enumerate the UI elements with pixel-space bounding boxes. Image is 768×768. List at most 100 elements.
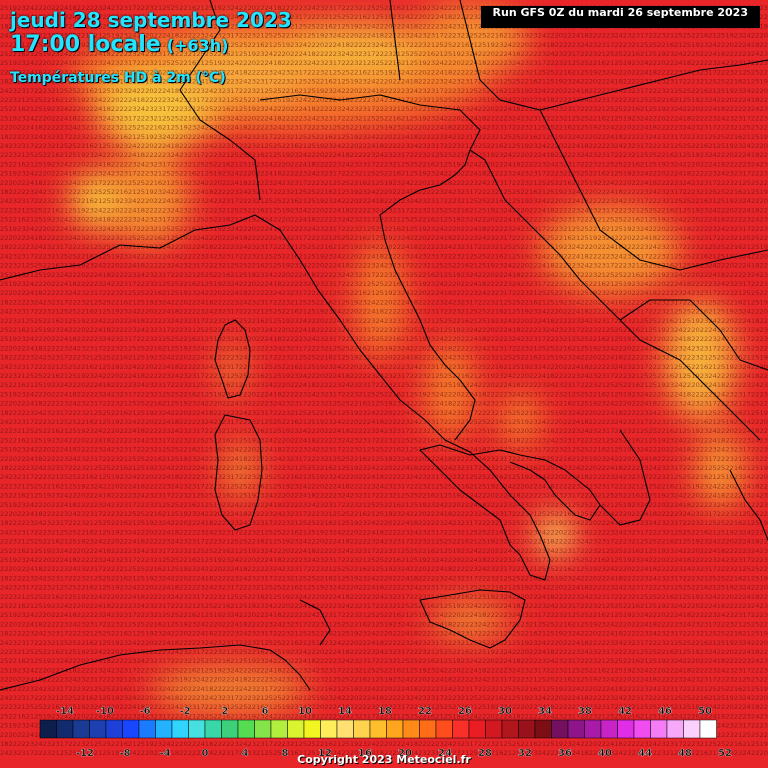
grid-value-row: 2522162125192324222022241822222324232317… — [0, 326, 768, 334]
grid-value-row: 2519232422202224182222232423231722232125… — [0, 666, 768, 674]
grid-value-row: 1822222324232317222321252522162125192324… — [0, 22, 768, 30]
grid-value-row: 2519232422202224182222232423231722232125… — [0, 59, 768, 67]
legend-swatch — [254, 719, 272, 739]
grid-value-row: 2220222418222223242323172223212525221621… — [0, 124, 768, 132]
legend-swatch — [270, 719, 288, 739]
legend-swatch — [72, 719, 90, 739]
grid-value-row: 1822222324232317222321252522162125192324… — [0, 574, 768, 582]
grid-value-row: 2423231722232125252216212519232422202224… — [0, 142, 768, 150]
legend-tick-label: 16 — [358, 748, 372, 759]
run-info-badge: Run GFS 0Z du mardi 26 septembre 2023 — [480, 6, 760, 28]
legend-tick-label: -8 — [119, 748, 130, 759]
legend-tick-label: -14 — [56, 706, 74, 717]
legend-swatch — [419, 719, 437, 739]
grid-value-row: 2223212525221621251923242220222418222223… — [0, 41, 768, 49]
legend-swatch — [683, 719, 701, 739]
grid-value-row: 2220222418222223242323172223212525221621… — [0, 344, 768, 352]
apennines-zone-2 — [425, 340, 475, 440]
grid-value-row: 1822222324232317222321252522162125192324… — [0, 519, 768, 527]
legend-swatch — [501, 719, 519, 739]
grid-value-row: 2220222418222223242323172223212525221621… — [0, 565, 768, 573]
legend-tick-label: 44 — [638, 748, 652, 759]
legend-swatch — [287, 719, 305, 739]
grid-value-row: 2519232422202224182222232423231722232125… — [0, 611, 768, 619]
grid-value-row: 2519232422202224182222232423231722232125… — [0, 225, 768, 233]
forecast-time: 17:00 locale (+63h) — [10, 32, 228, 57]
grid-value-row: 1822222324232317222321252522162125192324… — [0, 188, 768, 196]
grid-value-row: 1822222324232317222321252522162125192324… — [0, 133, 768, 141]
legend-tick-label: 40 — [598, 748, 612, 759]
apennines-zone-1 — [355, 240, 405, 360]
grid-value-row: 2223212525221621251923242220222418222223… — [0, 703, 768, 711]
legend-tick-label: -6 — [139, 706, 150, 717]
grid-value-row: 2423231722232125252216212519232422202224… — [0, 363, 768, 371]
grid-value-row: 2220222418222223242323172223212525221621… — [0, 676, 768, 684]
grid-value-row: 2522162125192324222022241822222324232317… — [0, 271, 768, 279]
grid-value-row: 2423231722232125252216212519232422202224… — [0, 32, 768, 40]
grid-value-row: 2519232422202224182222232423231722232125… — [0, 114, 768, 122]
legend-tick-label: 18 — [378, 706, 392, 717]
grid-value-row: 2223212525221621251923242220222418222223… — [0, 648, 768, 656]
value-grid: 2519232422202224182222232423231722232125… — [0, 4, 768, 757]
grid-value-row: 1822222324232317222321252522162125192324… — [0, 409, 768, 417]
coastline-mainland — [0, 149, 601, 581]
grid-value-row: 2220222418222223242323172223212525221621… — [0, 234, 768, 242]
legend-tick-label: 22 — [418, 706, 432, 717]
grid-value-row: 2223212525221621251923242220222418222223… — [0, 262, 768, 270]
sardinia-zone — [222, 440, 258, 500]
grid-value-row: 2423231722232125252216212519232422202224… — [0, 197, 768, 205]
legend-swatch — [105, 719, 123, 739]
grid-value-row: 2522162125192324222022241822222324232317… — [0, 160, 768, 168]
legend-swatch — [204, 719, 222, 739]
grid-value-row: 2220222418222223242323172223212525221621… — [0, 179, 768, 187]
legend-swatch — [402, 719, 420, 739]
legend-swatch — [336, 719, 354, 739]
grid-value-row: 1822222324232317222321252522162125192324… — [0, 685, 768, 693]
grid-value-row: 2519232422202224182222232423231722232125… — [0, 335, 768, 343]
legend-tick-label: 32 — [518, 748, 532, 759]
grid-value-row: 2223212525221621251923242220222418222223… — [0, 206, 768, 214]
calabria-zone — [537, 513, 573, 557]
legend-tick-label: -4 — [159, 748, 170, 759]
legend-swatch — [534, 719, 552, 739]
coastline-greece — [729, 469, 768, 541]
grid-value-row: 2423231722232125252216212519232422202224… — [0, 87, 768, 95]
balkans-zone-3 — [695, 430, 745, 510]
grid-value-row: 2522162125192324222022241822222324232317… — [0, 381, 768, 389]
legend-swatch — [584, 719, 602, 739]
legend-swatch — [138, 719, 156, 739]
legend-tick-label: 48 — [678, 748, 692, 759]
alps-hot-zone-2 — [170, 40, 310, 100]
grid-value-row: 2519232422202224182222232423231722232125… — [0, 170, 768, 178]
grid-value-row: 2519232422202224182222232423231722232125… — [0, 280, 768, 288]
grid-value-row: 1822222324232317222321252522162125192324… — [0, 78, 768, 86]
alps-hot-zone-1 — [95, 70, 215, 150]
legend-tick-label: -10 — [96, 706, 114, 717]
grid-value-row: 2223212525221621251923242220222418222223… — [0, 151, 768, 159]
legend-swatch — [303, 719, 321, 739]
legend-swatch — [353, 719, 371, 739]
grid-value-row: 2220222418222223242323172223212525221621… — [0, 455, 768, 463]
coastline-sardinia — [214, 414, 263, 531]
grid-value-row: 2223212525221621251923242220222418222223… — [0, 593, 768, 601]
grid-value-row: 1822222324232317222321252522162125192324… — [0, 630, 768, 638]
grid-value-row: 2522162125192324222022241822222324232317… — [0, 436, 768, 444]
grid-value-row: 2519232422202224182222232423231722232125… — [0, 501, 768, 509]
legend-tick-label: 14 — [338, 706, 352, 717]
grid-value-row: 2223212525221621251923242220222418222223… — [0, 96, 768, 104]
legend-swatch — [699, 719, 717, 739]
grid-value-row: 1822222324232317222321252522162125192324… — [0, 243, 768, 251]
legend-swatch — [551, 719, 569, 739]
legend-swatch — [485, 719, 503, 739]
legend-swatch — [221, 719, 239, 739]
map-parameter: Températures HD à 2m (°C) — [10, 70, 226, 86]
legend-tick-label: 2 — [222, 706, 229, 717]
legend-tick-label: -12 — [76, 748, 94, 759]
grid-value-row: 2423231722232125252216212519232422202224… — [0, 639, 768, 647]
coastline-adriatic-east — [469, 149, 761, 441]
legend-swatch — [386, 719, 404, 739]
massif-zone — [110, 155, 190, 245]
grid-value-row: 2220222418222223242323172223212525221621… — [0, 400, 768, 408]
legend-tick-label: 28 — [478, 748, 492, 759]
grid-value-row: 2522162125192324222022241822222324232317… — [0, 602, 768, 610]
